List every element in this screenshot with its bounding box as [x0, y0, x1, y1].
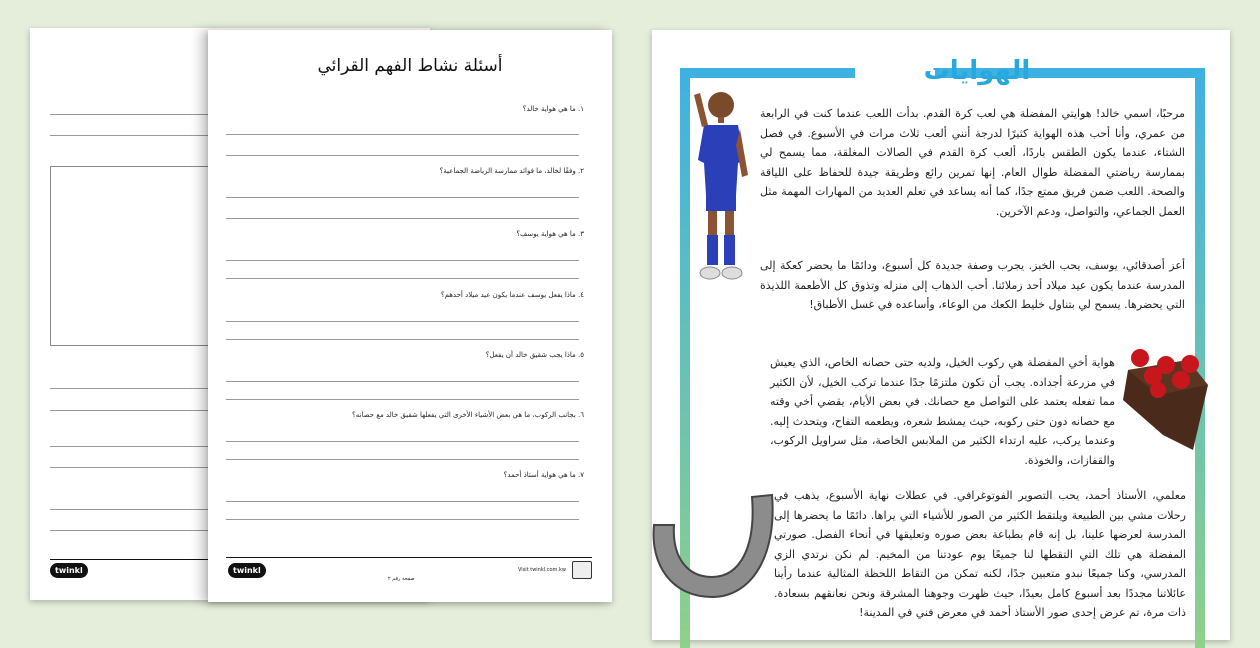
question-4: ٤. ماذا يفعل يوسف عندما يكون عيد ميلاد أ…: [440, 291, 584, 299]
question-1: ١. ما هي هواية خالد؟: [522, 105, 584, 113]
boy-waving-illustration: [694, 92, 748, 280]
answer-line: [226, 278, 579, 279]
question-6: ٦. بجانب الركوب، ما هي بعض الأشياء الأخر…: [352, 411, 584, 419]
twinkl-logo: twinkl: [228, 563, 266, 578]
answer-line: [226, 381, 579, 382]
answer-line: [226, 260, 579, 261]
answer-line: [226, 321, 579, 322]
footer-rule: [226, 557, 592, 558]
question-5: ٥. ماذا يجب شقيق خالد أن يفعل؟: [485, 351, 584, 359]
paragraph-brother: هواية أخي المفضلة هي ركوب الخيل، ولديه ح…: [770, 356, 1115, 467]
answer-line: [226, 519, 579, 520]
answer-line: [226, 501, 579, 502]
visit-link: Visit twinkl.com.kw: [518, 567, 566, 573]
answer-line: [226, 459, 579, 460]
paragraph-yousef: أعز أصدقائي، يوسف، يحب الخبز. يجرب وصفة …: [760, 259, 1185, 311]
question-7: ٧. ما هي هواية أستاذ أحمد؟: [503, 471, 584, 479]
award-badge-icon: [572, 561, 592, 579]
reading-passage-page: الهوايات مرحبًا، اسمي خالد! هوايتي المفض…: [652, 30, 1230, 648]
worksheet-title: أسئلة نشاط الفهم القرائي: [317, 56, 503, 76]
paragraph-khaled: مرحبًا، اسمي خالد! هوايتي المفضلة هي لعب…: [760, 107, 1185, 218]
answer-line: [226, 155, 579, 156]
frame-top-bar-left: [680, 68, 855, 78]
answer-line: [226, 339, 579, 340]
question-2: ٢. وفقًا لخالد، ما فوائد ممارسة الرياضة …: [439, 167, 584, 175]
paragraph-teacher: معلمي، الأستاذ أحمد، يحب التصوير الفوتوغ…: [774, 489, 1186, 619]
frame-right-bar: [1195, 68, 1205, 648]
answer-line: [226, 134, 579, 135]
frame-left-bar: [680, 68, 690, 648]
answer-line: [226, 441, 579, 442]
answer-line: [226, 197, 579, 198]
twinkl-logo: twinkl: [50, 563, 88, 578]
chocolate-cake-illustration: [1123, 349, 1208, 450]
page-number: صفحة رقم ٢: [388, 576, 415, 582]
question-3: ٣. ما هي هواية يوسف؟: [516, 230, 584, 238]
answer-line: [226, 399, 579, 400]
question-worksheet-page: أسئلة نشاط الفهم القرائي ١. ما هي هواية …: [208, 30, 612, 602]
passage-title: الهوايات: [923, 56, 1031, 86]
answer-line: [226, 218, 579, 219]
frame-top-bar-right: [935, 68, 1205, 78]
horseshoe-illustration: [652, 493, 774, 599]
